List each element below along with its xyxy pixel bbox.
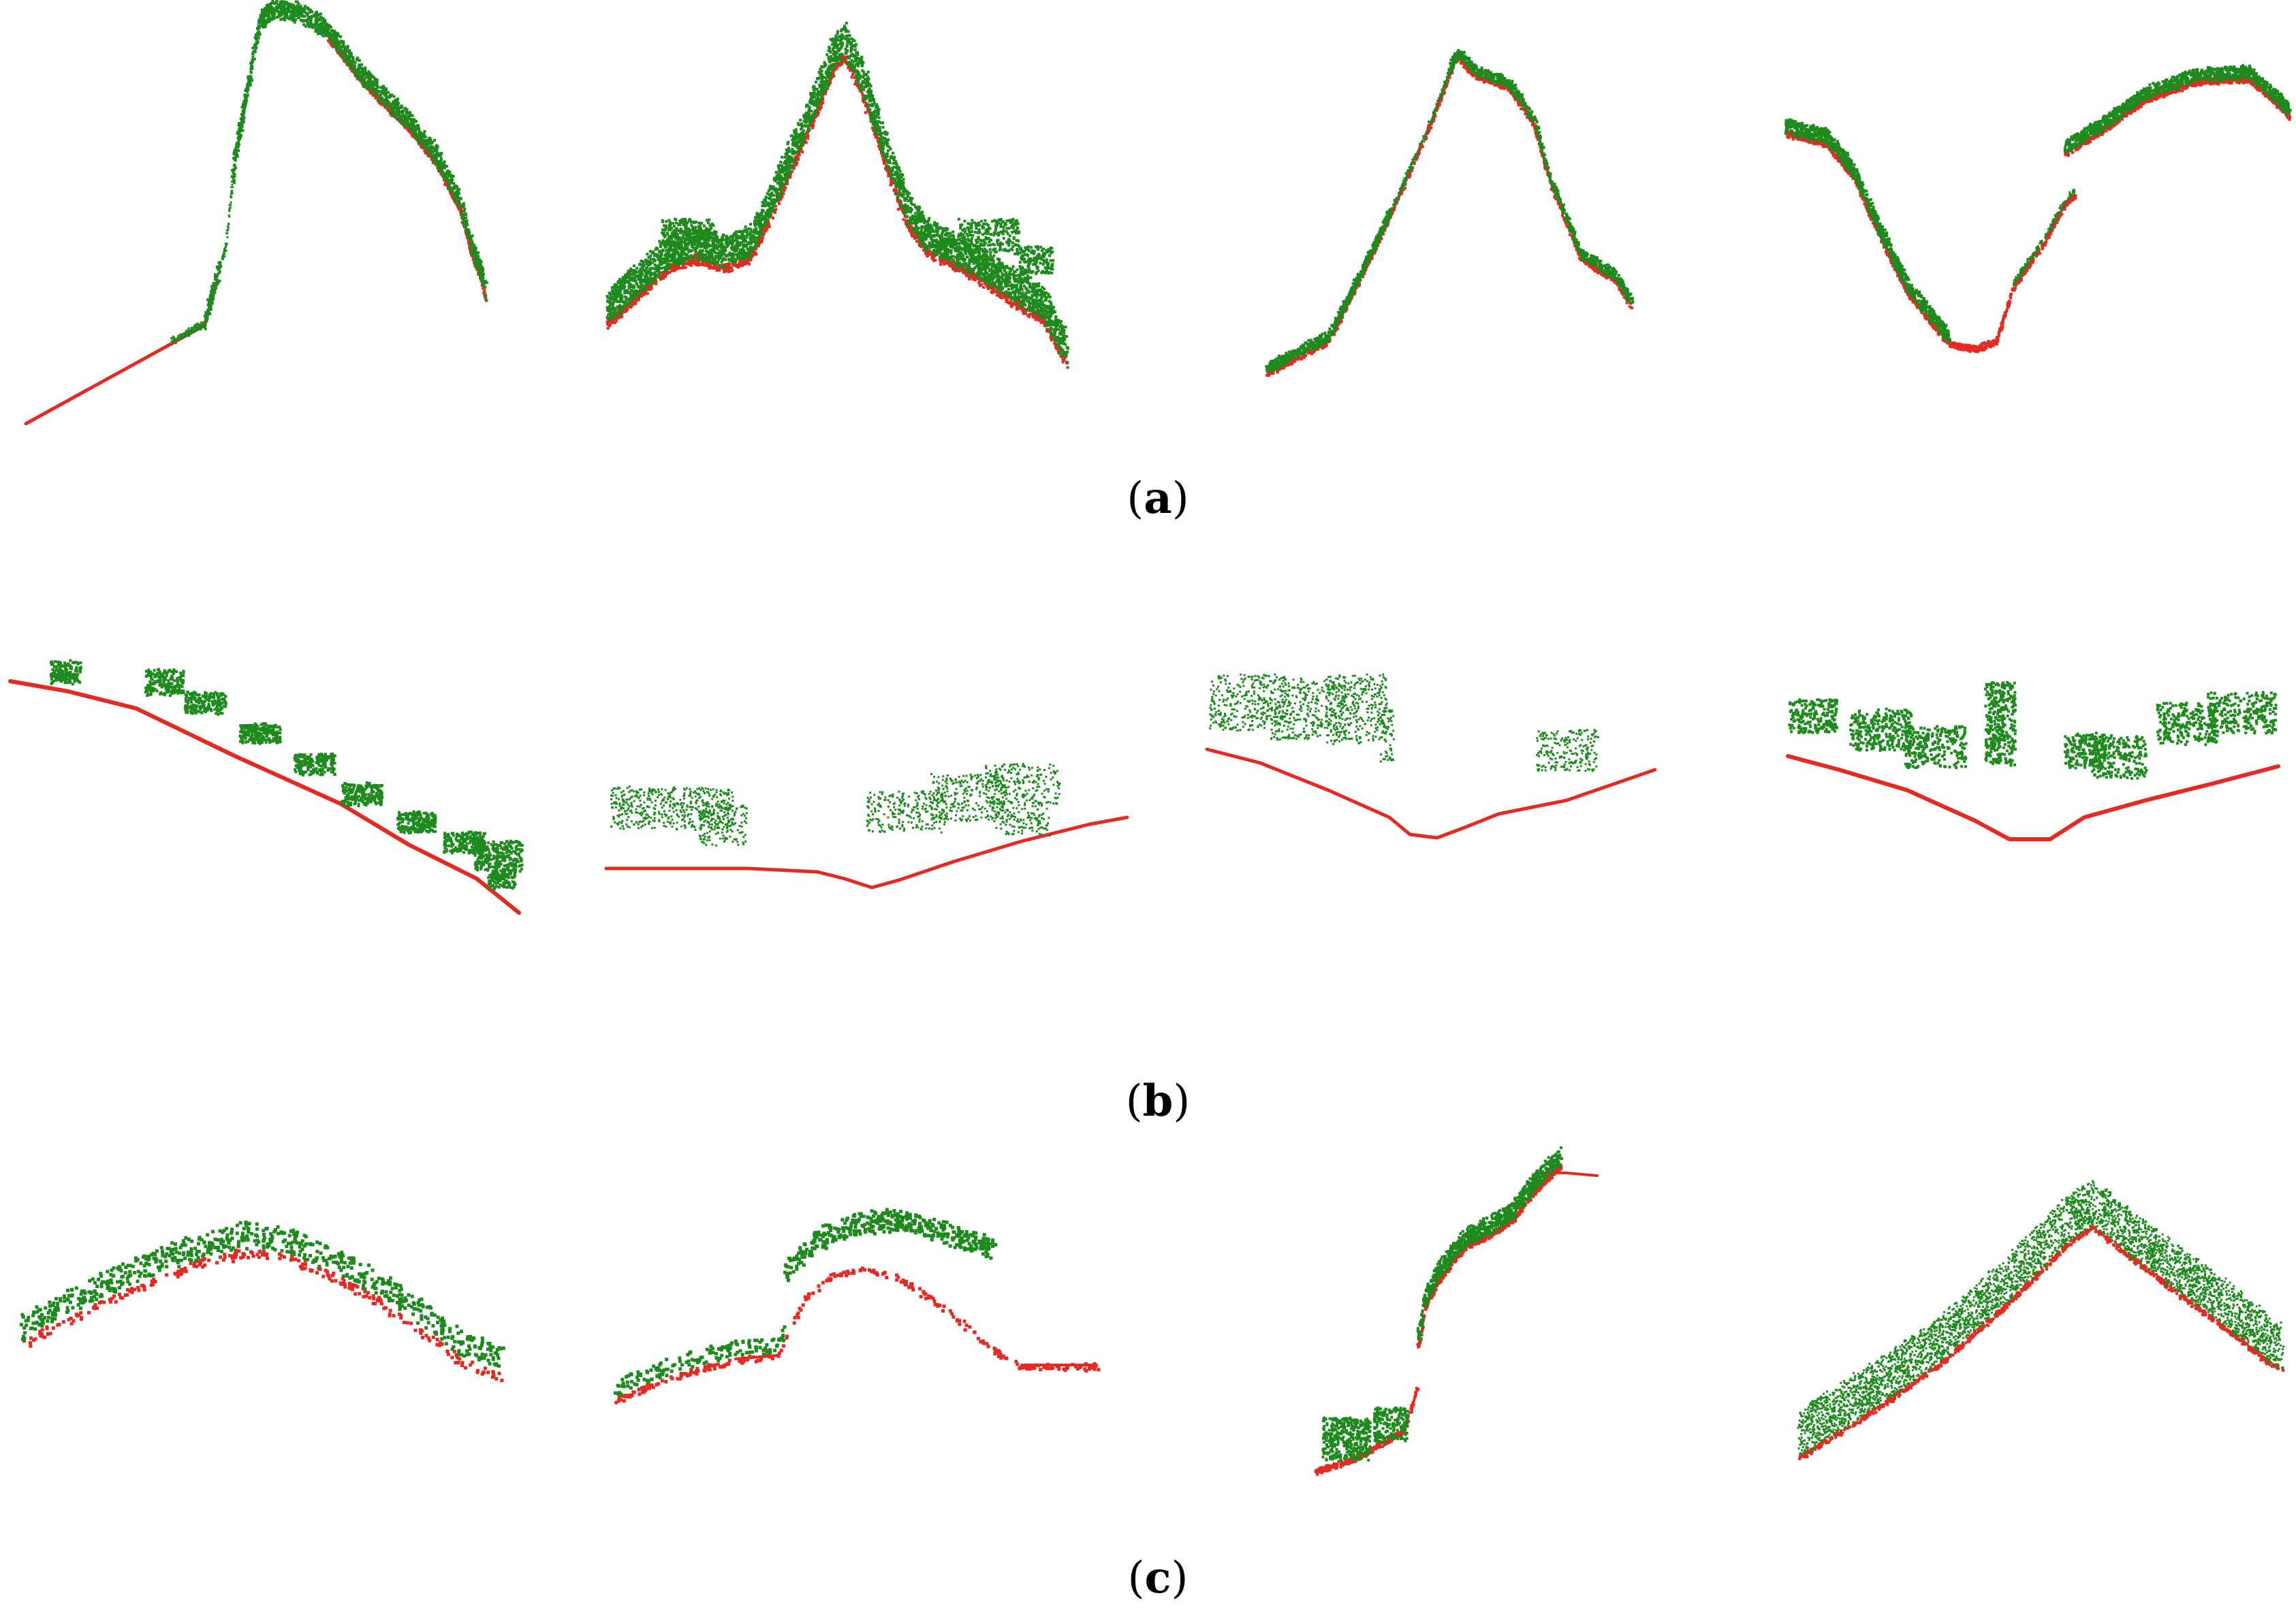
ground-line	[1786, 754, 2280, 841]
ground-line	[8, 679, 521, 915]
ground-points	[614, 1266, 1101, 1405]
panel-c4	[1797, 1180, 2285, 1460]
caption-a: (a)	[1127, 473, 1189, 524]
ground-line	[1205, 747, 1657, 840]
vegetation-crowns	[1209, 673, 1599, 772]
vegetation-crowns	[1788, 680, 2278, 780]
ground-points	[327, 34, 488, 302]
panel-b3	[1205, 673, 1657, 840]
ground-line	[604, 815, 1129, 890]
vegetation-points	[1797, 1180, 2285, 1456]
vegetation-points	[1416, 1146, 1563, 1340]
panel-a3	[1265, 48, 1635, 377]
panel-a2	[606, 21, 1069, 369]
vegetation-points	[20, 1221, 505, 1368]
vegetation-points-right-slope	[2013, 189, 2076, 286]
panel-b4	[1786, 680, 2280, 841]
ground-line	[24, 281, 219, 426]
ground-points-upper	[2064, 74, 2291, 157]
vegetation-crowns	[610, 763, 1061, 847]
panel-c1	[20, 1221, 505, 1382]
ground-points	[1798, 1225, 2285, 1460]
vegetation-points	[204, 0, 488, 330]
vegetation-points	[1265, 48, 1635, 373]
vegetation-crowns	[50, 659, 524, 891]
vegetation-points-canopy	[783, 1208, 998, 1283]
vegetation-crowns	[661, 217, 1055, 275]
vegetation-points	[606, 21, 1069, 365]
panel-c2	[614, 1208, 1101, 1405]
ground-line-flat-left	[734, 1354, 778, 1360]
caption-a-letter: a	[1144, 473, 1172, 524]
vegetation-points-steep	[218, 60, 253, 270]
ground-points	[606, 52, 1069, 369]
vegetation-points-slope	[1355, 53, 1460, 286]
caption-c-letter: c	[1144, 1552, 1171, 1603]
panel-b1	[8, 659, 524, 915]
panel-a1	[24, 0, 488, 426]
panel-a4	[1784, 64, 2292, 354]
vegetation-points	[1784, 118, 1952, 343]
vegetation-crowns	[1321, 1406, 1409, 1462]
ground-points	[1265, 54, 1633, 377]
panel-c3	[1315, 1146, 1599, 1476]
panel-b2	[604, 763, 1129, 890]
vegetation-points-low	[170, 299, 213, 346]
caption-c: (c)	[1127, 1552, 1189, 1603]
vegetation-points-left	[614, 1325, 787, 1396]
caption-b-letter: b	[1142, 1076, 1174, 1127]
vegetation-points-upper	[2063, 64, 2292, 153]
caption-b: (b)	[1125, 1076, 1191, 1127]
